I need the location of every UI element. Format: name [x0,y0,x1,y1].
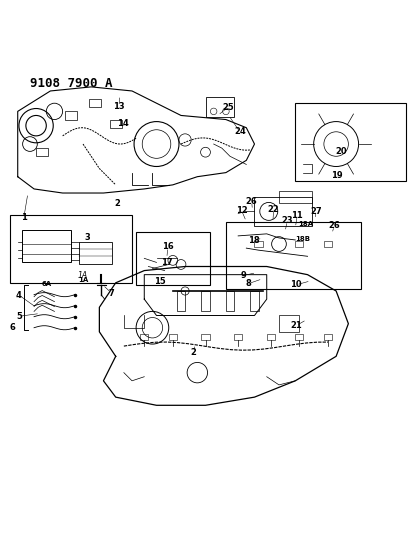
Text: 6: 6 [10,323,16,332]
Bar [234,334,242,340]
Text: 18A: 18A [298,221,313,227]
Bar [254,197,312,225]
Bar [9,215,132,283]
Bar [110,119,122,128]
Bar [296,241,303,247]
Bar [79,242,112,264]
Bar [136,232,210,285]
Text: 5: 5 [16,312,22,321]
Bar [89,99,102,107]
Bar [254,241,263,247]
Bar [324,241,332,247]
Bar [296,334,303,340]
Text: 27: 27 [310,207,321,216]
Text: 25: 25 [222,103,234,112]
Bar [296,103,406,181]
Text: 22: 22 [268,205,279,214]
Text: 1: 1 [21,213,27,222]
Text: 10: 10 [290,280,302,289]
Bar [279,191,312,203]
Bar [267,334,275,340]
Text: 9: 9 [240,271,246,280]
Bar [169,334,177,340]
Text: 18: 18 [248,236,259,245]
Bar [250,291,259,311]
Text: 18B: 18B [295,236,310,242]
Text: 12: 12 [236,206,247,215]
Text: 2: 2 [114,199,120,208]
Text: 2: 2 [190,348,196,357]
Text: 15: 15 [154,277,166,286]
Text: 13: 13 [113,102,125,111]
Text: 16: 16 [162,243,174,252]
Text: 17: 17 [161,258,173,267]
Text: 11: 11 [291,211,303,220]
Text: 21: 21 [290,321,302,330]
Bar [201,334,210,340]
Bar [177,291,185,311]
Bar [226,291,234,311]
Bar [206,97,234,117]
Text: 1A: 1A [78,277,88,282]
Bar [22,230,71,262]
Bar [226,222,360,289]
Bar [201,291,210,311]
Text: 7: 7 [109,288,115,297]
Text: 19: 19 [331,171,343,180]
Text: 4: 4 [16,290,22,300]
Text: 20: 20 [336,147,347,156]
Text: 26: 26 [246,197,258,206]
Text: 14: 14 [117,119,129,128]
Text: 8: 8 [245,279,251,288]
Bar [65,111,77,119]
Bar [140,334,148,340]
Text: 23: 23 [282,216,293,225]
Text: 3: 3 [84,233,90,243]
Bar [324,334,332,340]
Text: 1A: 1A [78,271,88,280]
Text: 6A: 6A [41,281,51,287]
Text: 26: 26 [328,221,340,230]
Text: 24: 24 [234,127,246,136]
Bar [279,316,299,332]
Bar [36,148,48,156]
Text: 9108 7900 A: 9108 7900 A [30,77,113,90]
